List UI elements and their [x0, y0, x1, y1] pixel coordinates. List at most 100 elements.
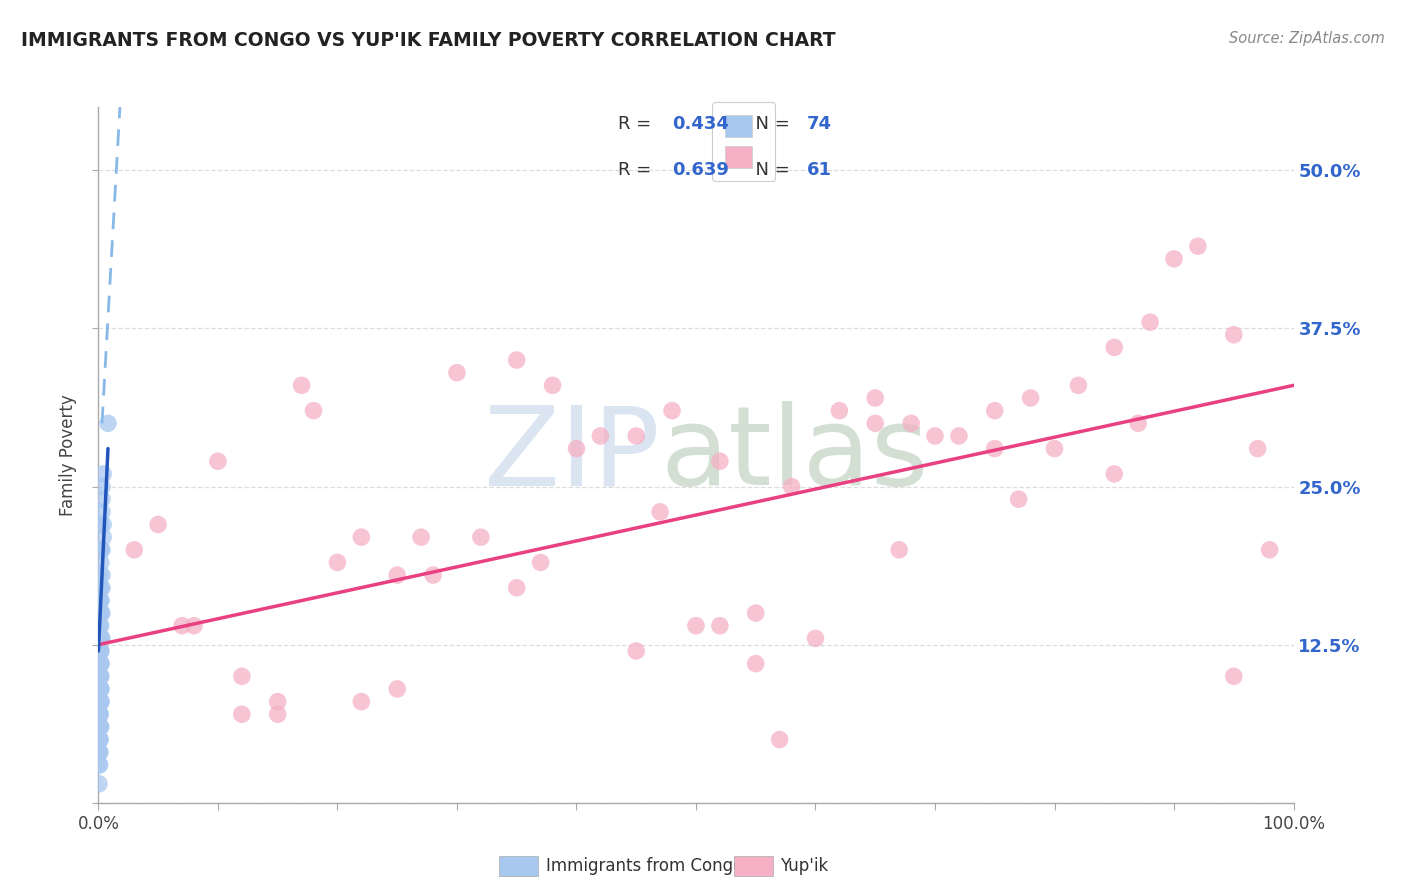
Text: 0.639: 0.639 [672, 161, 728, 178]
Point [89, 732, 111, 747]
Point [90, 593, 112, 607]
Point [326, 556, 349, 570]
Point [291, 378, 314, 392]
Point [91, 492, 114, 507]
Point [90, 695, 112, 709]
Point [302, 403, 325, 417]
Point [780, 479, 803, 493]
Point [709, 618, 731, 632]
Y-axis label: Family Poverty: Family Poverty [59, 394, 77, 516]
Point [91, 517, 114, 532]
Point [267, 707, 290, 722]
Point [984, 442, 1007, 456]
Point [685, 618, 707, 632]
Point [541, 378, 564, 392]
Text: Immigrants from Congo: Immigrants from Congo [546, 857, 742, 875]
Point [89, 681, 111, 696]
Point [89, 695, 111, 709]
Point [1043, 442, 1066, 456]
Point [90, 644, 112, 658]
Text: R =: R = [619, 115, 657, 134]
Point [661, 403, 683, 417]
Point [90, 695, 112, 709]
Point [91, 467, 114, 481]
Point [87, 720, 110, 734]
Point [89, 745, 111, 759]
Point [900, 417, 922, 431]
Point [506, 353, 529, 368]
Point [89, 644, 111, 658]
Point [90, 517, 112, 532]
Point [231, 707, 253, 722]
Point [626, 644, 648, 658]
Point [89, 632, 111, 646]
Point [87, 707, 110, 722]
Point [89, 618, 111, 632]
Point [87, 745, 110, 759]
Point [90, 681, 112, 696]
Point [385, 681, 409, 696]
Point [90, 644, 112, 658]
Point [828, 403, 851, 417]
Point [1163, 252, 1185, 266]
Text: IMMIGRANTS FROM CONGO VS YUP'IK FAMILY POVERTY CORRELATION CHART: IMMIGRANTS FROM CONGO VS YUP'IK FAMILY P… [21, 31, 835, 50]
Point [89, 720, 111, 734]
Point [90, 593, 112, 607]
Point [924, 429, 946, 443]
Point [1223, 327, 1246, 342]
Point [124, 542, 146, 557]
Point [709, 454, 731, 468]
Point [89, 568, 111, 582]
Point [768, 732, 790, 747]
Point [470, 530, 492, 544]
Point [1104, 340, 1126, 354]
Text: 74: 74 [807, 115, 832, 134]
Point [90, 695, 112, 709]
Point [90, 632, 112, 646]
Text: Yup'ik: Yup'ik [780, 857, 828, 875]
Point [89, 707, 111, 722]
Point [267, 695, 290, 709]
Point [91, 606, 114, 620]
Point [89, 720, 111, 734]
Point [89, 581, 111, 595]
Point [87, 777, 110, 791]
Point [91, 542, 114, 557]
Point [90, 556, 112, 570]
Point [148, 517, 170, 532]
Point [1223, 669, 1246, 683]
Point [87, 681, 110, 696]
Point [745, 657, 768, 671]
Point [89, 720, 111, 734]
Point [89, 707, 111, 722]
Point [90, 542, 112, 557]
Point [183, 618, 205, 632]
Point [530, 556, 553, 570]
Point [90, 681, 112, 696]
Point [1247, 442, 1270, 456]
Point [91, 632, 114, 646]
Point [89, 732, 111, 747]
Point [984, 403, 1007, 417]
Point [89, 606, 111, 620]
Text: Source: ZipAtlas.com: Source: ZipAtlas.com [1229, 31, 1385, 46]
Point [89, 707, 111, 722]
Point [91, 581, 114, 595]
Point [87, 745, 110, 759]
Point [89, 669, 111, 683]
Point [89, 657, 111, 671]
Point [231, 669, 253, 683]
Point [97, 417, 120, 431]
Point [411, 530, 433, 544]
Point [422, 568, 444, 582]
Point [745, 606, 768, 620]
Point [91, 479, 114, 493]
Point [385, 568, 409, 582]
Point [1008, 492, 1031, 507]
Point [89, 757, 111, 772]
Point [87, 732, 110, 747]
Point [626, 429, 648, 443]
Point [865, 417, 887, 431]
Point [1067, 378, 1090, 392]
Point [172, 618, 194, 632]
